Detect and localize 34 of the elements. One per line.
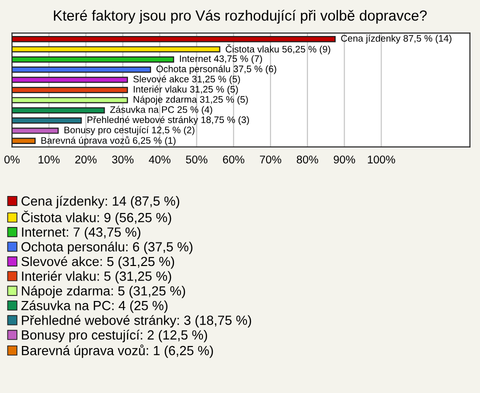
legend-label: Nápoje zdarma: 5 (31,25 %) (22, 286, 186, 298)
data-label: Ochota personálu 37,5 % (6) (156, 65, 276, 74)
data-label: Bonusy pro cestující 12,5 % (2) (64, 126, 194, 136)
data-label: Internet 43,75 % (7) (180, 55, 262, 64)
chart-title: Které faktory jsou pro Vás rozhodující při volbě dopravce? (54, 10, 427, 24)
legend-label: Čistota vlaku: 9 (56,25 %) (22, 210, 172, 225)
x-tick-label: 40% (148, 156, 170, 164)
legend-label: Přehledné webové stránky: 3 (18,75 %) (22, 315, 252, 328)
legend-label: Slevové akce: 5 (31,25 %) (21, 256, 174, 269)
data-label: Přehledné webové stránky 18,75 % (3) (88, 116, 249, 125)
x-tick-label: 100% (368, 156, 396, 164)
x-tick-label: 10% (38, 156, 60, 164)
data-label: Interiér vlaku 31,25 % (5) (134, 86, 238, 94)
data-label: Zásuvka na PC 25 % (4) (110, 106, 212, 115)
data-label: Slevové akce 31,25 % (5) (133, 75, 240, 84)
legend-label: Ochota personálu: 6 (37,5 %) (21, 242, 192, 254)
data-label: Cena jízdenky 87,5 % (14) (341, 34, 452, 44)
x-tick-label: 50% (186, 156, 208, 164)
x-tick-label: 60% (223, 156, 244, 164)
legend-label: Internet: 7 (43,75 %) (22, 227, 140, 240)
legend-label: Bonusy pro cestující: 2 (12,5 %) (22, 330, 208, 342)
x-tick-label: 20% (75, 156, 97, 164)
x-tick-label: 70% (260, 156, 282, 164)
data-label: Nápoje zdarma 31,25 % (5) (134, 96, 248, 105)
x-tick-label: 30% (112, 156, 134, 164)
legend-label: Cena jízdenky: 14 (87,5 %) (22, 196, 180, 208)
x-tick-label: 0% (4, 156, 20, 164)
legend-label: Zásuvka na PC: 4 (25 %) (21, 300, 168, 313)
data-label: Čistota vlaku 56,25 % (9) (226, 44, 330, 54)
legend-label: Interiér vlaku: 5 (31,25 %) (22, 271, 172, 284)
data-label: Barevná úprava vozů 6,25 % (1) (41, 136, 176, 146)
x-tick-label: 90% (334, 156, 356, 164)
x-tick-label: 80% (296, 156, 318, 164)
legend-label: Barevná úprava vozů: 1 (6,25 %) (22, 344, 213, 358)
